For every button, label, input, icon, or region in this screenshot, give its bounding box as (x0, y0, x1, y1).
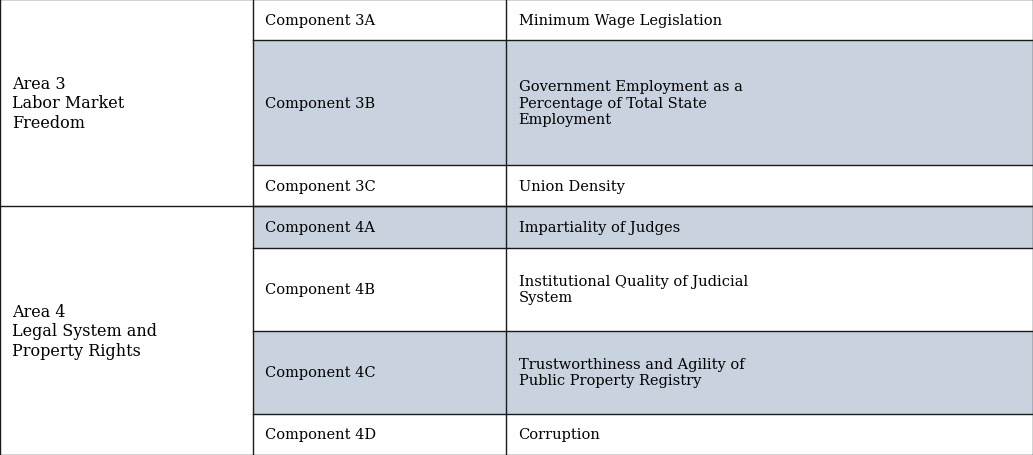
Text: Component 4A: Component 4A (265, 221, 375, 234)
Text: Component 3B: Component 3B (265, 96, 376, 111)
Bar (0, 0, 253, 207)
Bar (253, 166, 506, 207)
Bar (253, 41, 506, 166)
Text: Minimum Wage Legislation: Minimum Wage Legislation (519, 14, 722, 28)
Bar (253, 207, 506, 248)
Bar (0, 207, 253, 455)
Bar (253, 414, 506, 455)
Text: Component 4D: Component 4D (265, 427, 377, 441)
Text: Component 3A: Component 3A (265, 14, 376, 28)
Bar (506, 0, 1033, 41)
Text: Component 4B: Component 4B (265, 283, 375, 297)
Text: Government Employment as a
Percentage of Total State
Employment: Government Employment as a Percentage of… (519, 80, 743, 126)
Bar (506, 166, 1033, 207)
Text: Component 4C: Component 4C (265, 365, 376, 379)
Bar (506, 331, 1033, 414)
Bar (506, 207, 1033, 248)
Text: Component 3C: Component 3C (265, 179, 376, 193)
Bar (506, 248, 1033, 331)
Text: Trustworthiness and Agility of
Public Property Registry: Trustworthiness and Agility of Public Pr… (519, 357, 744, 387)
Text: Corruption: Corruption (519, 427, 600, 441)
Text: Area 3
Labor Market
Freedom: Area 3 Labor Market Freedom (12, 76, 125, 131)
Text: Union Density: Union Density (519, 179, 624, 193)
Bar (253, 248, 506, 331)
Bar (506, 41, 1033, 166)
Bar (506, 414, 1033, 455)
Text: Area 4
Legal System and
Property Rights: Area 4 Legal System and Property Rights (12, 303, 157, 359)
Text: Institutional Quality of Judicial
System: Institutional Quality of Judicial System (519, 274, 748, 304)
Bar (253, 331, 506, 414)
Bar (253, 0, 506, 41)
Text: Impartiality of Judges: Impartiality of Judges (519, 221, 680, 234)
